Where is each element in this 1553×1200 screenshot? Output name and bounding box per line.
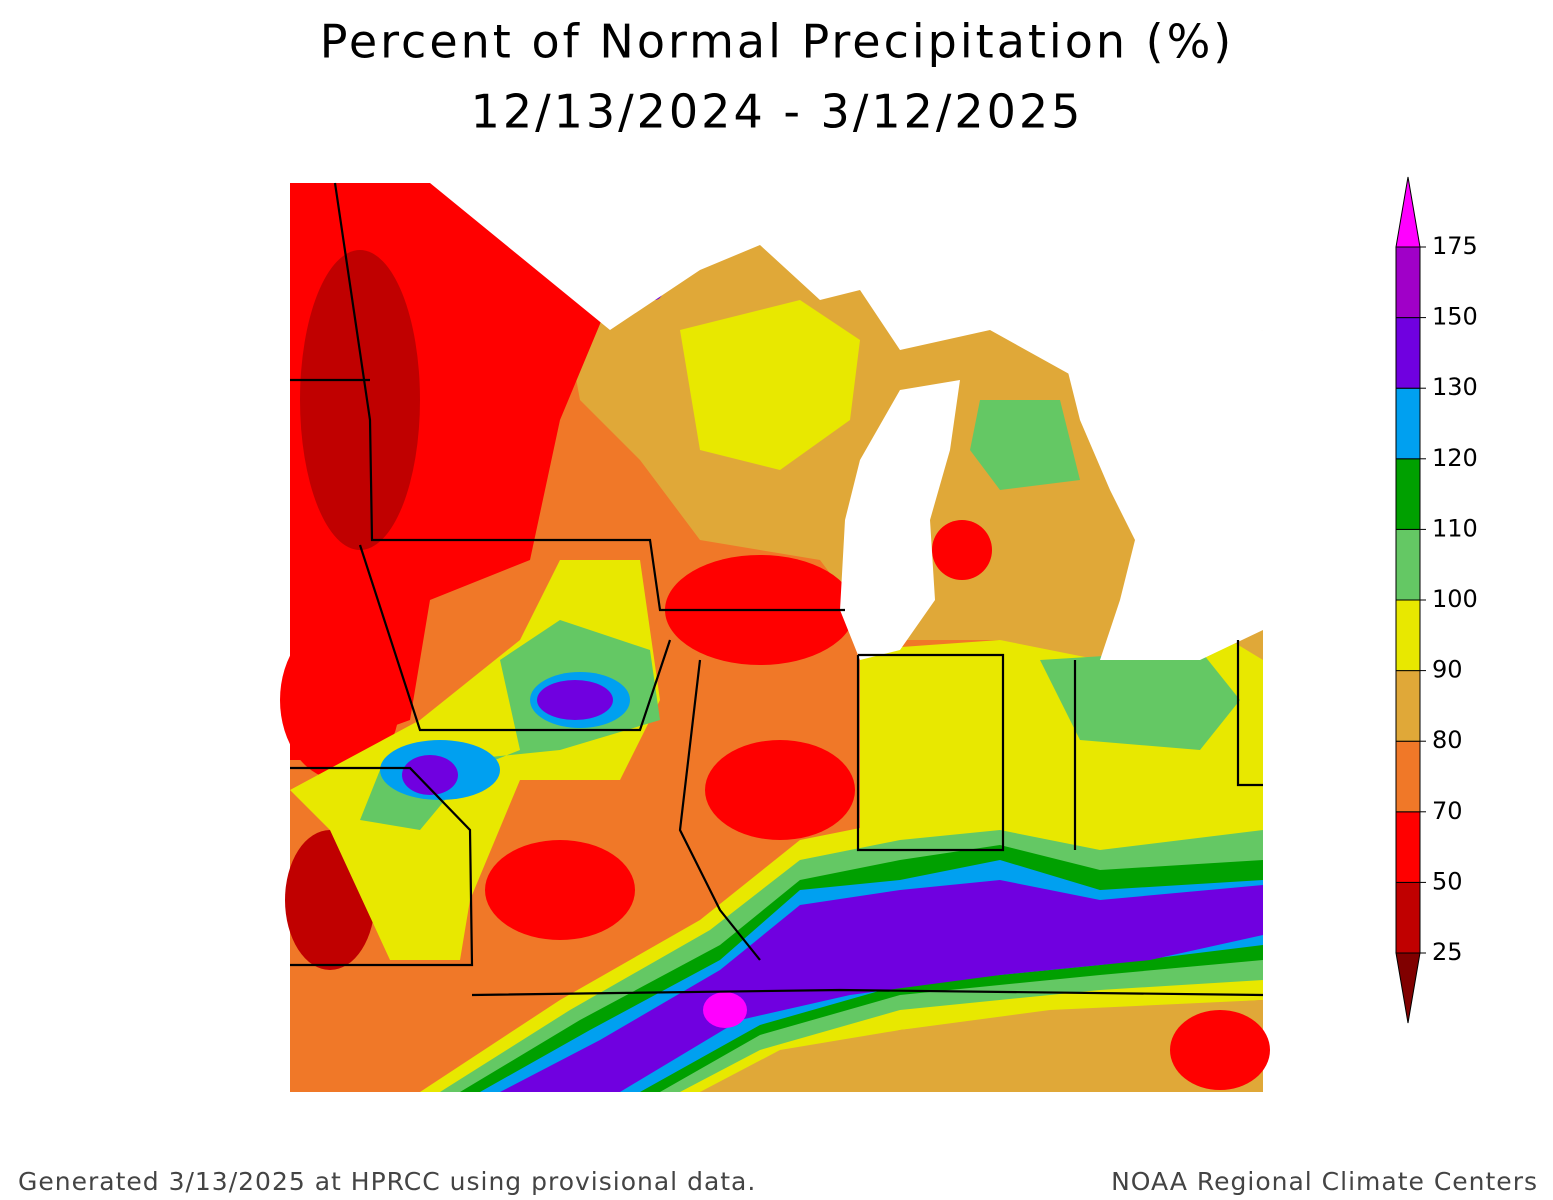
region (705, 740, 855, 840)
legend-label: 175 (1432, 232, 1478, 260)
legend-swatch (1395, 740, 1421, 813)
region (700, 1000, 1263, 1092)
map-title: Percent of Normal Precipitation (%) (320, 15, 1234, 69)
legend-swatch (1395, 811, 1421, 883)
footer-right: NOAA Regional Climate Centers (1111, 1167, 1538, 1196)
legend: 25 50 70 80 90 100 110 120 130 150 175 (1395, 176, 1478, 1024)
legend-label: 70 (1432, 797, 1463, 825)
legend-swatch (1395, 317, 1421, 389)
legend-label: 150 (1432, 303, 1478, 331)
region (500, 880, 1263, 1092)
map (280, 182, 1270, 1092)
legend-label: 100 (1432, 585, 1478, 613)
lake-superior (430, 183, 1263, 380)
region (300, 250, 420, 550)
region (537, 680, 613, 720)
legend-label: 80 (1432, 726, 1463, 754)
region (402, 755, 458, 795)
legend-label: 130 (1432, 373, 1478, 401)
region (970, 400, 1080, 490)
legend-swatch (1395, 881, 1421, 954)
legend-swatch (1395, 458, 1421, 530)
legend-label: 90 (1432, 656, 1463, 684)
state-borders (290, 182, 1264, 997)
region (1170, 1010, 1270, 1090)
legend-swatch (1395, 387, 1421, 460)
map-subtitle: 12/13/2024 - 3/12/2025 (471, 85, 1084, 139)
legend-over-arrow (1395, 176, 1421, 248)
legend-swatch (1395, 246, 1421, 319)
region (703, 992, 747, 1028)
legend-swatch (1395, 528, 1421, 601)
region (680, 300, 860, 470)
legend-swatch (1395, 670, 1421, 742)
legend-under-arrow (1395, 952, 1421, 1024)
legend-label: 110 (1432, 514, 1478, 542)
footer-left: Generated 3/13/2025 at HPRCC using provi… (18, 1167, 756, 1196)
legend-label: 50 (1432, 867, 1463, 895)
legend-label: 120 (1432, 444, 1478, 472)
region (280, 620, 400, 780)
lake-huron-erie (1060, 330, 1263, 660)
lake-michigan (840, 380, 960, 660)
region (1040, 650, 1240, 750)
legend-swatch (1395, 599, 1421, 672)
region (932, 520, 992, 580)
region (485, 840, 635, 940)
legend-label: 25 (1432, 938, 1463, 966)
